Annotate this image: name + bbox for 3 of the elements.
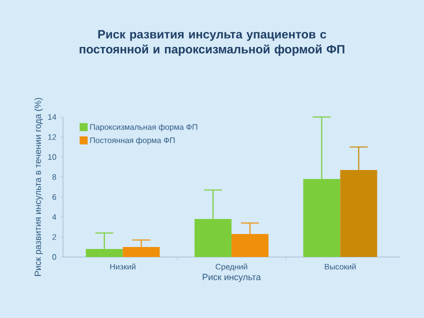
y-axis-title: Риск развития инсульта в течении года (%) <box>34 98 43 276</box>
chart-title: Риск развития инсульта упациентов с постоянной и пароксизмальной формой ФП <box>80 30 344 56</box>
x-axis-title: Риск инсульта <box>202 274 261 282</box>
